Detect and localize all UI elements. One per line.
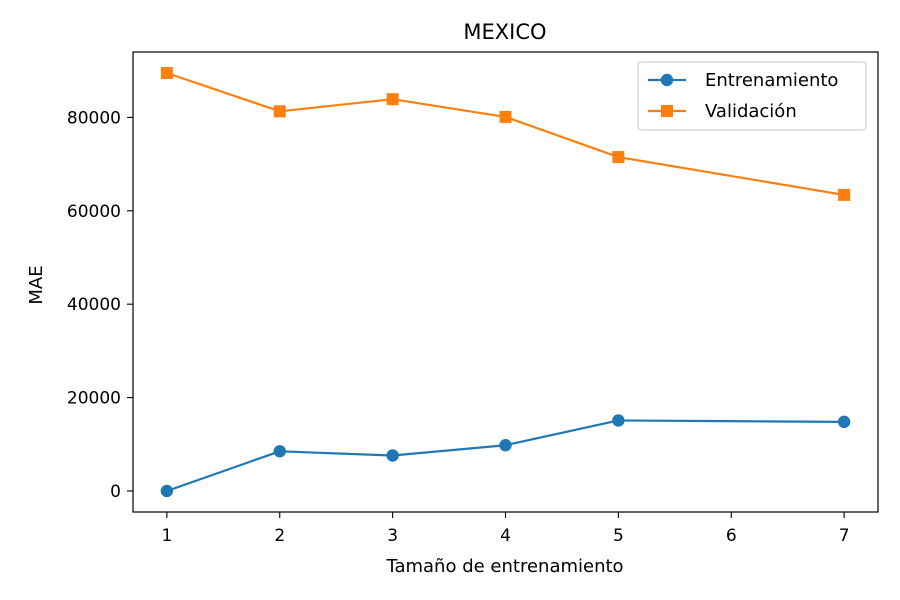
x-tick-label-5: 5 <box>613 526 624 546</box>
series-line-entrenamiento <box>166 419 845 493</box>
x-tick-label-4: 4 <box>500 526 511 546</box>
x-tick-label-2: 2 <box>274 526 285 546</box>
legend: Entrenamiento Validación <box>637 61 867 131</box>
data-point-validacion-7 <box>838 188 851 201</box>
plot-area: 1 2 3 4 5 6 7 0 20000 40000 60000 80000 <box>67 51 879 546</box>
y-tick-label-60000: 60000 <box>67 202 121 222</box>
data-point-validacion-5 <box>612 151 625 164</box>
y-tick-label-80000: 80000 <box>67 108 121 128</box>
y-tick-label-40000: 40000 <box>67 295 121 315</box>
x-tick-label-1: 1 <box>161 526 172 546</box>
data-point-entrenamiento-5 <box>612 414 625 427</box>
y-tick-label-20000: 20000 <box>67 389 121 409</box>
legend-box <box>637 61 867 131</box>
x-tick-label-7: 7 <box>839 526 850 546</box>
data-point-validacion-2 <box>273 105 286 118</box>
x-tick-label-6: 6 <box>726 526 737 546</box>
data-point-validacion-1 <box>160 67 173 80</box>
legend-label-validacion: Validación <box>705 101 797 122</box>
data-point-entrenamiento-1 <box>160 484 174 498</box>
data-point-entrenamiento-4 <box>499 439 512 452</box>
y-tick-label-0: 0 <box>110 482 121 502</box>
series-line-validacion <box>166 71 845 196</box>
legend-label-entrenamiento: Entrenamiento <box>705 70 838 91</box>
data-point-entrenamiento-2 <box>273 445 286 458</box>
legend-marker-entrenamiento <box>660 73 674 87</box>
data-point-entrenamiento-7 <box>837 415 851 429</box>
data-point-validacion-3 <box>386 93 399 106</box>
y-axis-label: MAE <box>26 265 47 304</box>
data-point-entrenamiento-3 <box>386 449 399 462</box>
chart-title: MEXICO <box>463 20 546 44</box>
x-axis-label: Tamaño de entrenamiento <box>385 556 623 577</box>
x-tick-label-3: 3 <box>387 526 398 546</box>
legend-marker-validacion <box>661 105 673 117</box>
data-point-validacion-4 <box>499 110 512 123</box>
